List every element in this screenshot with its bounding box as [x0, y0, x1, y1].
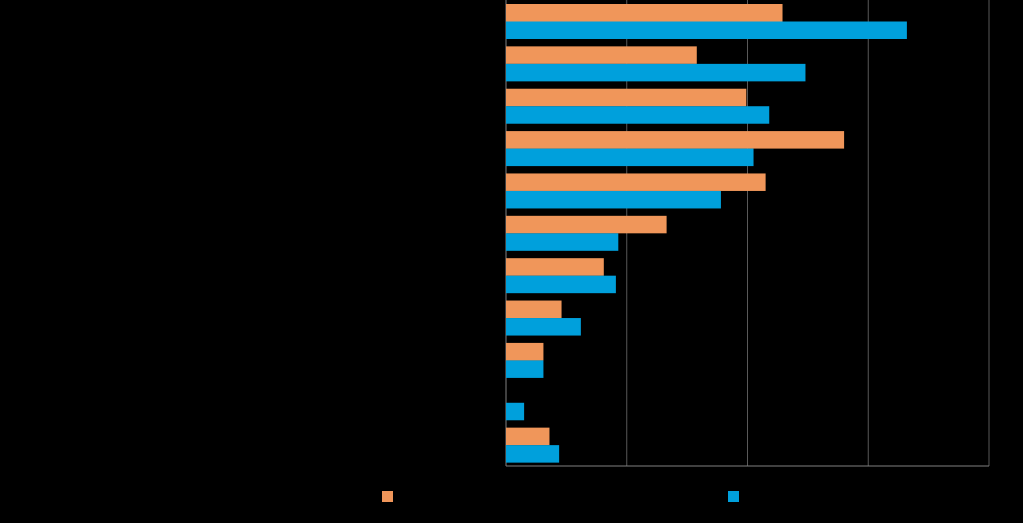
bar	[506, 445, 560, 463]
bar	[506, 300, 562, 319]
bar	[506, 215, 667, 234]
bar	[506, 275, 616, 294]
bar	[506, 342, 544, 361]
bar	[506, 21, 907, 39]
bar	[506, 148, 754, 167]
bar	[506, 233, 619, 251]
bar	[506, 88, 747, 107]
bar	[506, 46, 697, 64]
bar	[506, 360, 544, 378]
bar	[506, 106, 770, 124]
bar	[506, 131, 845, 149]
bar	[506, 63, 806, 82]
bar	[506, 402, 525, 421]
bar	[506, 4, 783, 22]
bar	[506, 173, 766, 191]
bar	[506, 258, 604, 276]
bar	[506, 318, 581, 336]
legend-marker	[382, 491, 393, 502]
bar	[506, 190, 721, 209]
legend-marker	[728, 491, 739, 502]
bar	[506, 427, 550, 446]
